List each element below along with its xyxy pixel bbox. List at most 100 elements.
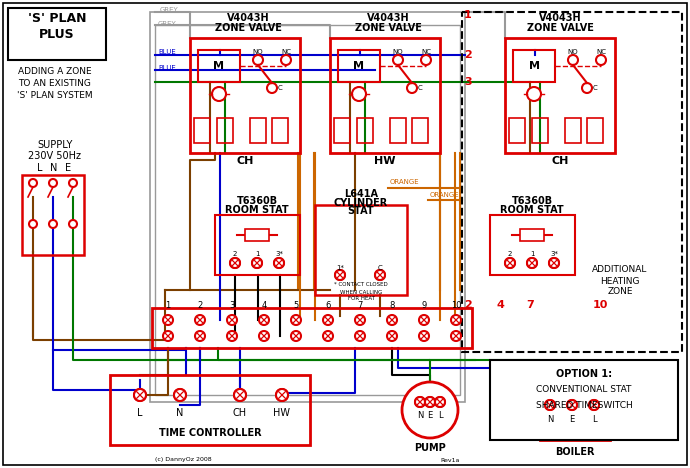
Text: PLUS: PLUS bbox=[39, 29, 75, 42]
Text: L: L bbox=[437, 410, 442, 419]
Text: ZONE: ZONE bbox=[607, 287, 633, 297]
Text: V4043H: V4043H bbox=[366, 13, 409, 23]
Bar bbox=[215, 215, 300, 275]
Text: N: N bbox=[177, 408, 184, 418]
Circle shape bbox=[387, 331, 397, 341]
Text: 3*: 3* bbox=[550, 251, 558, 257]
Text: 3*: 3* bbox=[275, 251, 283, 257]
Text: N: N bbox=[417, 410, 423, 419]
Text: M: M bbox=[213, 61, 224, 71]
Circle shape bbox=[291, 331, 301, 341]
Text: HEATING: HEATING bbox=[600, 277, 640, 285]
Circle shape bbox=[234, 389, 246, 401]
Circle shape bbox=[134, 389, 146, 401]
Circle shape bbox=[355, 315, 365, 325]
Text: 9: 9 bbox=[422, 300, 426, 309]
Text: M: M bbox=[353, 61, 364, 71]
Text: ZONE VALVE: ZONE VALVE bbox=[526, 23, 593, 33]
Text: GREY: GREY bbox=[158, 21, 177, 27]
Text: HW: HW bbox=[374, 156, 396, 166]
Text: L641A: L641A bbox=[344, 189, 378, 199]
Circle shape bbox=[234, 389, 246, 401]
Circle shape bbox=[174, 389, 186, 401]
Text: GREY: GREY bbox=[160, 7, 179, 13]
Circle shape bbox=[419, 315, 429, 325]
Circle shape bbox=[276, 389, 288, 401]
Text: L: L bbox=[137, 408, 143, 418]
Text: CH: CH bbox=[551, 156, 569, 166]
Bar bbox=[412, 118, 428, 143]
Text: 2: 2 bbox=[464, 300, 472, 310]
Text: BLUE: BLUE bbox=[158, 49, 176, 55]
Text: 7: 7 bbox=[357, 300, 363, 309]
Circle shape bbox=[323, 331, 333, 341]
Circle shape bbox=[567, 400, 577, 410]
Text: E: E bbox=[65, 163, 71, 173]
Text: 5: 5 bbox=[293, 300, 299, 309]
Text: ORANGE: ORANGE bbox=[390, 179, 420, 185]
Bar bbox=[520, 229, 544, 241]
Circle shape bbox=[323, 315, 333, 325]
Circle shape bbox=[29, 220, 37, 228]
Text: 'S' PLAN: 'S' PLAN bbox=[28, 13, 86, 25]
Text: OPTION 1:: OPTION 1: bbox=[556, 369, 612, 379]
Bar bbox=[198, 50, 240, 82]
Bar bbox=[334, 118, 350, 143]
Circle shape bbox=[421, 55, 431, 65]
Text: V4043H: V4043H bbox=[539, 13, 581, 23]
Text: L: L bbox=[592, 416, 596, 424]
Circle shape bbox=[415, 397, 425, 407]
Circle shape bbox=[230, 258, 240, 268]
Bar bbox=[565, 118, 581, 143]
Circle shape bbox=[134, 389, 146, 401]
Text: 230V 50Hz: 230V 50Hz bbox=[28, 151, 81, 161]
Circle shape bbox=[415, 397, 425, 407]
Circle shape bbox=[435, 397, 445, 407]
Circle shape bbox=[274, 258, 284, 268]
Bar bbox=[245, 229, 269, 241]
Circle shape bbox=[402, 382, 458, 438]
Bar bbox=[330, 38, 440, 153]
Circle shape bbox=[281, 55, 291, 65]
Bar bbox=[490, 215, 575, 275]
Text: 8: 8 bbox=[389, 300, 395, 309]
Text: V4043H: V4043H bbox=[227, 13, 269, 23]
Text: 2: 2 bbox=[233, 251, 237, 257]
Text: L: L bbox=[37, 163, 43, 173]
Circle shape bbox=[527, 87, 541, 101]
Circle shape bbox=[335, 270, 345, 280]
Circle shape bbox=[352, 87, 366, 101]
Text: M: M bbox=[529, 61, 540, 71]
Bar bbox=[532, 118, 548, 143]
Circle shape bbox=[596, 55, 606, 65]
Bar bbox=[190, 38, 300, 153]
Bar bbox=[587, 118, 603, 143]
Text: ZONE VALVE: ZONE VALVE bbox=[355, 23, 422, 33]
Bar bbox=[315, 205, 407, 295]
Circle shape bbox=[582, 83, 592, 93]
Circle shape bbox=[568, 55, 578, 65]
Circle shape bbox=[69, 179, 77, 187]
Text: SUPPLY: SUPPLY bbox=[37, 140, 72, 150]
Circle shape bbox=[419, 331, 429, 341]
Text: 10: 10 bbox=[592, 300, 608, 310]
Circle shape bbox=[163, 331, 173, 341]
Circle shape bbox=[230, 258, 240, 268]
Text: FOR HEAT: FOR HEAT bbox=[348, 297, 375, 301]
Circle shape bbox=[212, 87, 226, 101]
Circle shape bbox=[451, 331, 461, 341]
Text: C: C bbox=[377, 265, 382, 271]
Text: NC: NC bbox=[596, 49, 606, 55]
Text: ZONE VALVE: ZONE VALVE bbox=[215, 23, 282, 33]
Circle shape bbox=[252, 258, 262, 268]
Circle shape bbox=[545, 400, 555, 410]
Circle shape bbox=[195, 315, 205, 325]
Circle shape bbox=[163, 315, 173, 325]
Circle shape bbox=[227, 315, 237, 325]
Text: CYLINDER: CYLINDER bbox=[334, 198, 388, 208]
Circle shape bbox=[451, 315, 461, 325]
Text: 4: 4 bbox=[496, 300, 504, 310]
Bar bbox=[250, 118, 266, 143]
Text: ADDING A ZONE: ADDING A ZONE bbox=[18, 67, 92, 76]
Circle shape bbox=[387, 315, 397, 325]
